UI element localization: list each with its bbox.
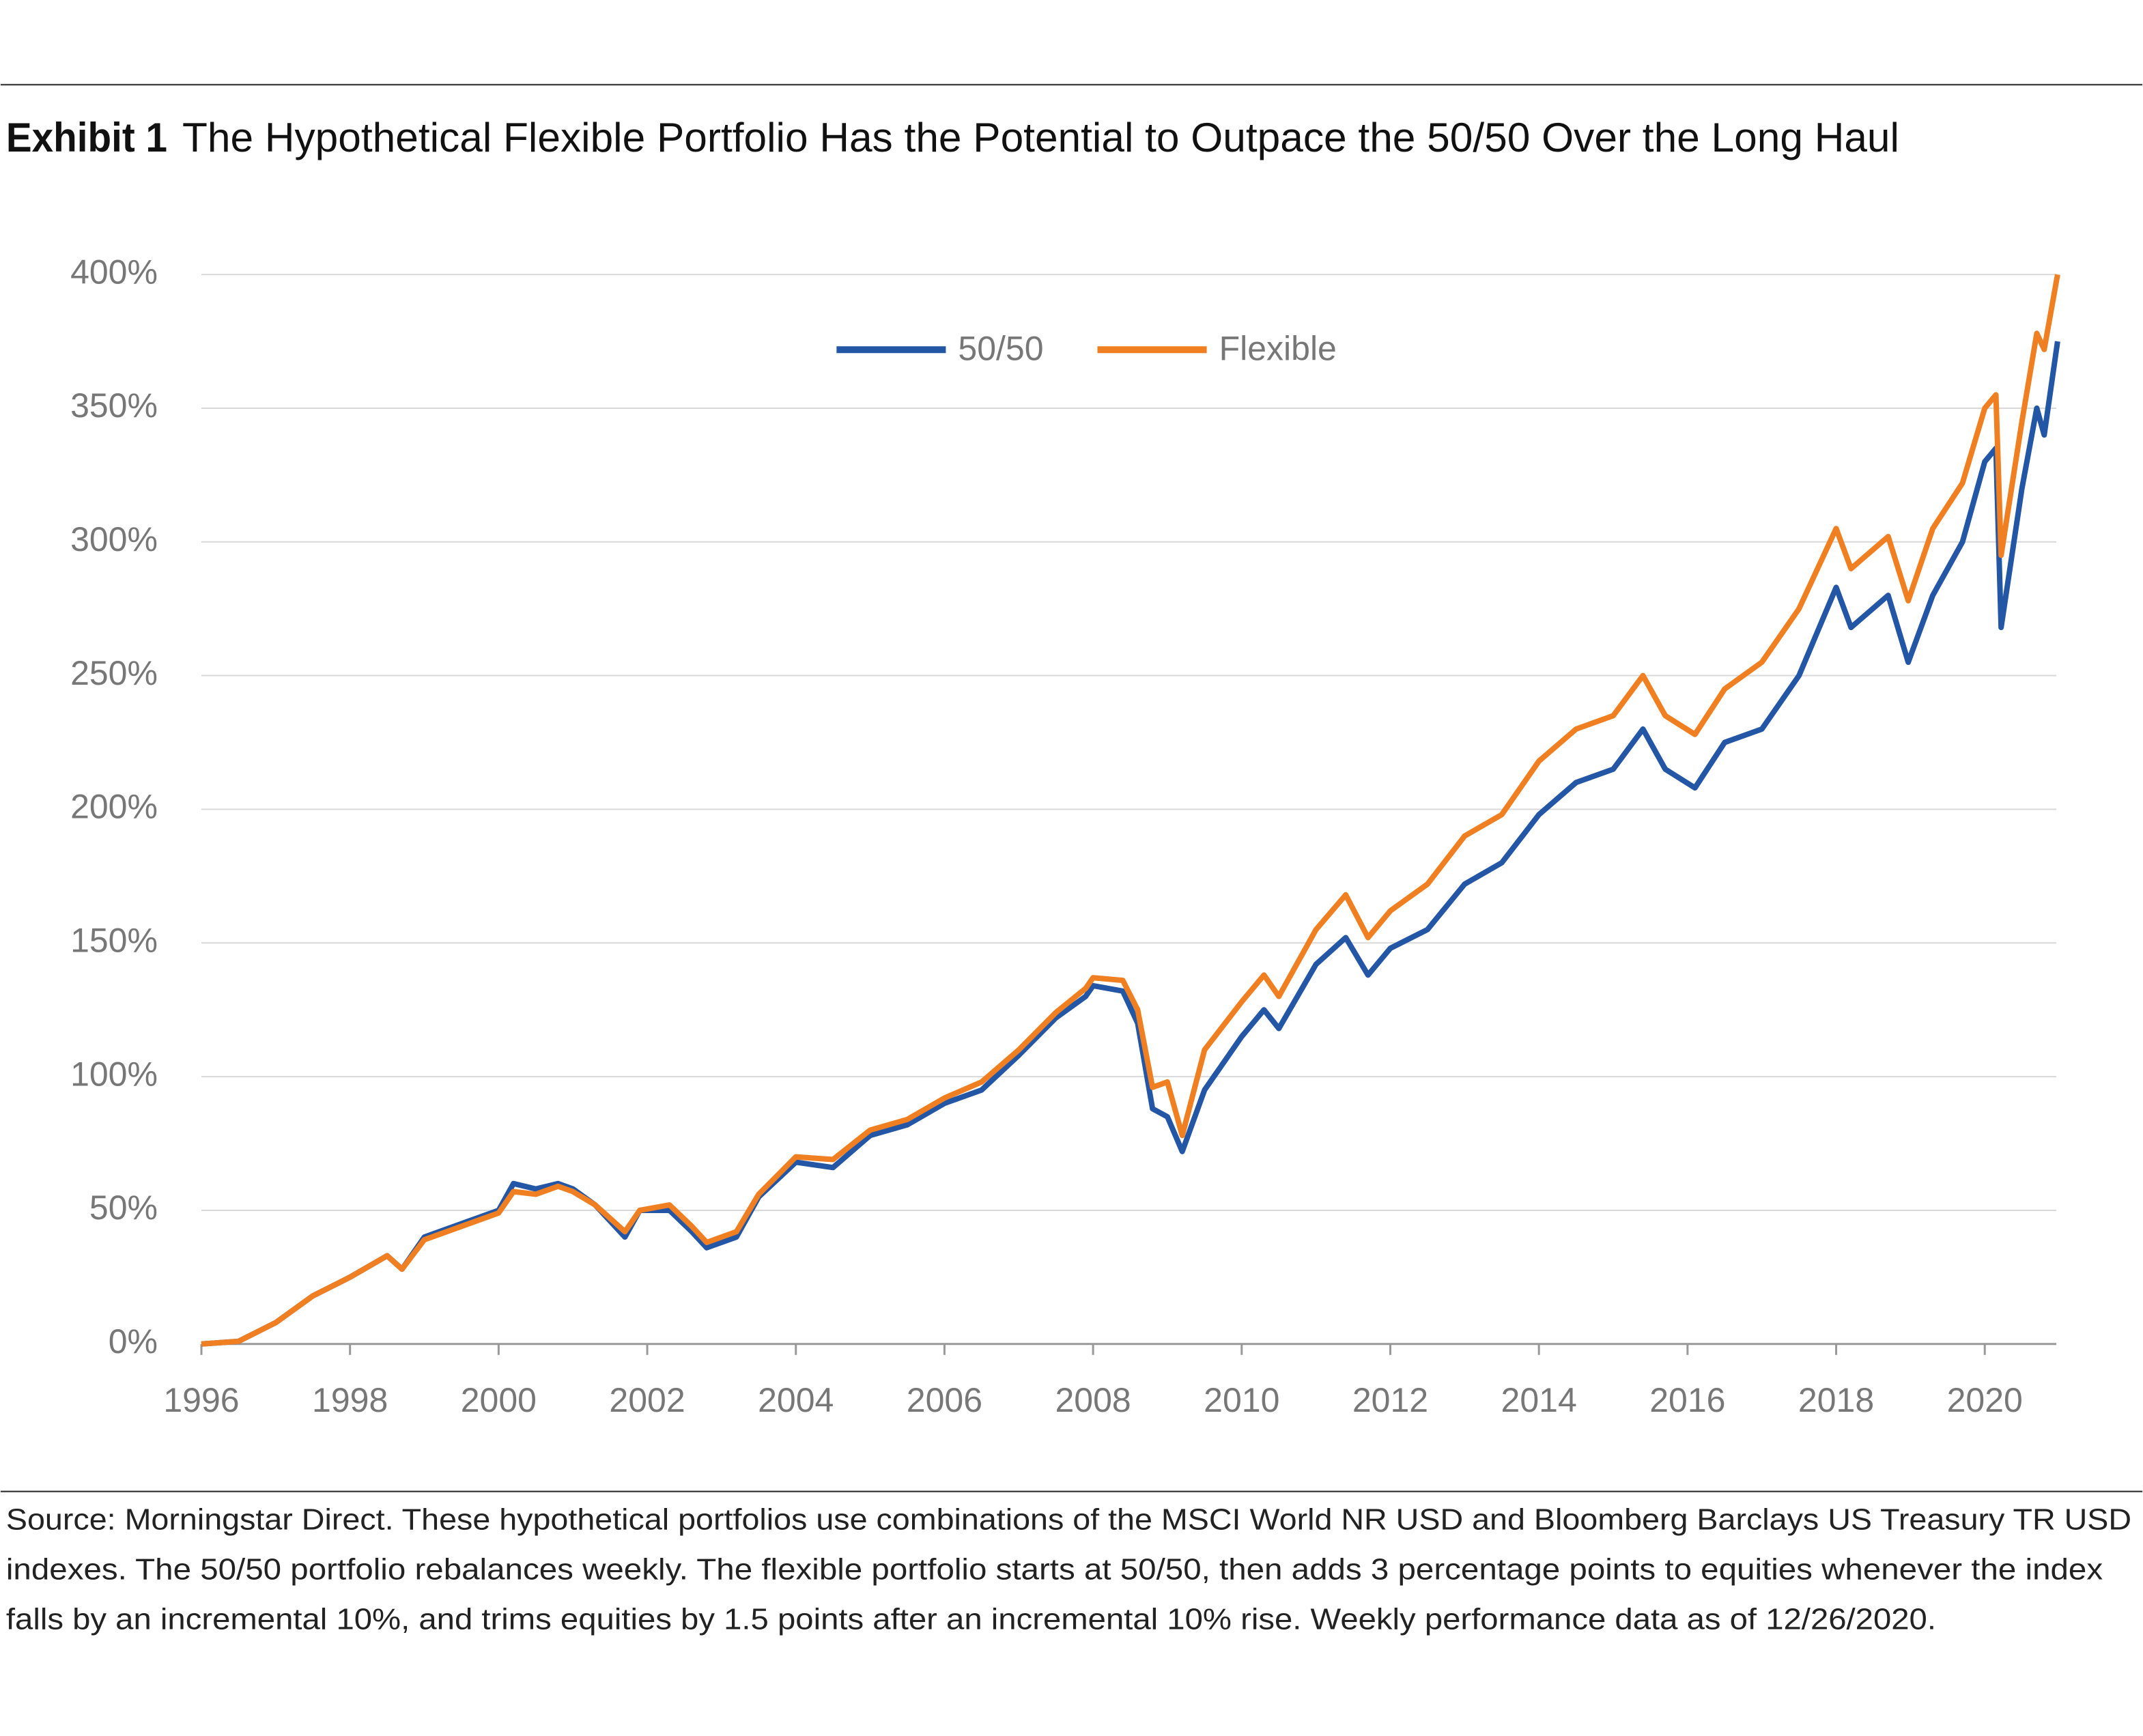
legend-label: Flexible — [1219, 329, 1337, 367]
x-tick-label: 2012 — [1352, 1381, 1428, 1419]
x-tick-label: 2010 — [1204, 1381, 1279, 1419]
y-tick-label: 300% — [70, 520, 158, 558]
x-tick-label: 2014 — [1501, 1381, 1577, 1419]
footnote-line: indexes. The 50/50 portfolio rebalances … — [6, 1553, 2103, 1586]
y-tick-label: 150% — [70, 921, 158, 959]
footnote-line: Source: Morningstar Direct. These hypoth… — [6, 1503, 2131, 1537]
x-tick-label: 2004 — [758, 1381, 834, 1419]
y-tick-label: 0% — [109, 1322, 158, 1361]
x-tick-label: 2020 — [1947, 1381, 2023, 1419]
legend-label: 50/50 — [958, 329, 1043, 367]
plot: 0% 50% 100% 150% 200% 250% 300% 350% 400% 1996 199… — [70, 253, 2060, 1419]
x-tick-label: 2008 — [1055, 1381, 1131, 1419]
title-label: Exhibit 1 — [6, 115, 167, 160]
x-tick-label: 1998 — [312, 1381, 388, 1419]
series-line — [201, 341, 2060, 1347]
y-tick-label: 250% — [70, 654, 158, 692]
y-tick-label: 350% — [70, 386, 158, 425]
footnote-line: falls by an incremental 10%, and trims e… — [6, 1603, 1936, 1636]
series-line — [201, 274, 2060, 1347]
x-tick-label: 2002 — [609, 1381, 685, 1419]
y-tick-label: 400% — [70, 253, 158, 291]
y-tick-label: 50% — [89, 1189, 158, 1227]
x-tick-label: 2006 — [907, 1381, 982, 1419]
x-tick-label: 2000 — [461, 1381, 537, 1419]
y-tick-label: 200% — [70, 788, 158, 826]
x-tick-label: 1996 — [163, 1381, 239, 1419]
y-tick-label: 100% — [70, 1055, 158, 1093]
chart-title: The Hypothetical Flexible Portfolio Has … — [182, 115, 1899, 160]
x-tick-label: 2016 — [1649, 1381, 1725, 1419]
x-tick-label: 2018 — [1798, 1381, 1874, 1419]
